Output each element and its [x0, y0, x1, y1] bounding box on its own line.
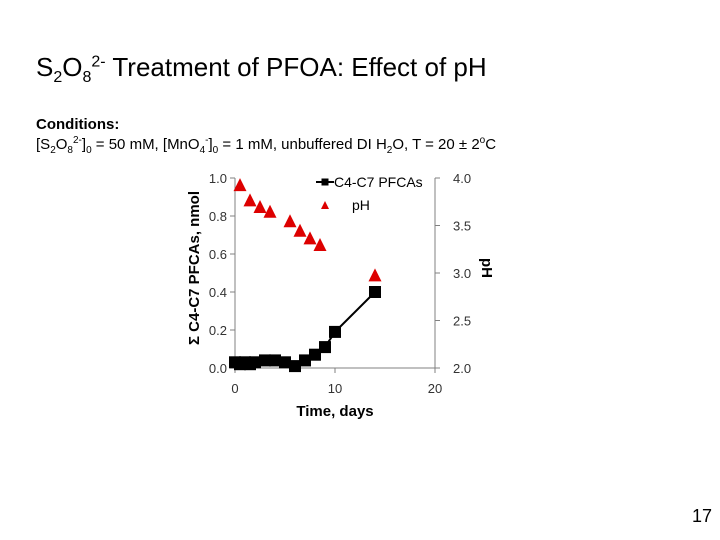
cond-part-12: = 1 mM, unbuffered DI H: [218, 136, 387, 153]
x-tick-label: 20: [428, 381, 442, 396]
y-tick-label: 0.4: [209, 285, 227, 300]
series-1-point: [303, 231, 317, 245]
y2-tick-label: 3.0: [453, 266, 471, 281]
cond-part-8: 4: [199, 145, 206, 156]
y-tick-label: 0.8: [209, 209, 227, 224]
series-0-point: [289, 360, 301, 373]
title-text-1: S: [36, 52, 54, 82]
cond-part-0: [S: [36, 136, 51, 153]
title-text-2: O: [62, 52, 83, 82]
page-number: 17: [691, 506, 712, 526]
title-sub-2: 8: [82, 69, 92, 87]
series-0-point: [269, 354, 281, 367]
series-0-point: [279, 356, 291, 369]
y-tick-label: 0.0: [209, 361, 227, 376]
y-tick-label: 1.0: [209, 171, 227, 186]
cond-part-16: C: [485, 136, 497, 153]
x-tick-label: 0: [231, 381, 238, 396]
title-text-3: Treatment of PFOA: Effect of pH: [105, 52, 487, 82]
series-1-point: [368, 268, 382, 282]
cond-part-11: 0: [212, 145, 219, 156]
series-1-point: [253, 200, 267, 213]
series-1-point: [243, 193, 257, 207]
conditions-label: Conditions:: [36, 116, 120, 133]
x-axis-label: Time, days: [296, 403, 373, 420]
title-sup-charge: 2-: [91, 53, 106, 71]
series-0-point: [259, 354, 271, 367]
cond-part-13: 2: [386, 145, 393, 156]
series-0-point: [299, 354, 311, 367]
slide-title: S2O82- Treatment of PFOA: Effect of pH: [36, 52, 487, 87]
cond-part-1: 2: [50, 145, 56, 156]
cond-part-9: -: [205, 135, 209, 146]
legend-label-0: C4-C7 PFCAs: [334, 174, 423, 190]
series-1-point: [293, 223, 307, 237]
cond-part-7: = 50 mM, [MnO: [91, 136, 200, 153]
series-0-point: [309, 348, 321, 361]
cond-part-4: 2-: [72, 135, 82, 146]
conditions-text: [S2O82-]0 = 50 mM, [MnO4-]0 = 1 mM, unbu…: [36, 135, 496, 156]
series-0-point: [369, 286, 381, 298]
cond-part-2: O: [55, 136, 68, 153]
cond-part-15: o: [479, 135, 486, 146]
x-tick-label: 10: [328, 381, 342, 396]
y-tick-label: 0.2: [209, 323, 227, 338]
title-sub-1: 2: [53, 69, 63, 87]
series-0-point: [319, 341, 331, 354]
series-1-point: [263, 204, 277, 218]
series-0-point: [329, 325, 341, 338]
y2-tick-label: 2.5: [453, 314, 471, 329]
cond-part-3: 8: [67, 145, 73, 156]
y2-axis-label: pH: [478, 258, 495, 278]
y2-tick-label: 3.5: [453, 219, 471, 234]
legend-label-1: pH: [352, 197, 370, 213]
cond-part-10: ]: [208, 136, 213, 153]
cond-part-14: O, T = 20 ± 2: [392, 136, 480, 153]
y-tick-label: 0.6: [209, 247, 227, 262]
series-0-point: [249, 356, 261, 369]
series-1-point: [233, 178, 247, 192]
y2-tick-label: 4.0: [453, 171, 471, 186]
legend-swatch-marker-0: [321, 178, 329, 186]
y2-tick-label: 2.0: [453, 361, 471, 376]
series-1-point: [313, 238, 327, 251]
y-axis-label: Σ C4-C7 PFCAs, nmol: [186, 191, 203, 345]
cond-part-5: ]: [81, 136, 87, 153]
cond-part-6: 0: [86, 145, 92, 156]
legend-swatch-marker-1: [321, 201, 329, 209]
series-1-point: [283, 214, 297, 228]
